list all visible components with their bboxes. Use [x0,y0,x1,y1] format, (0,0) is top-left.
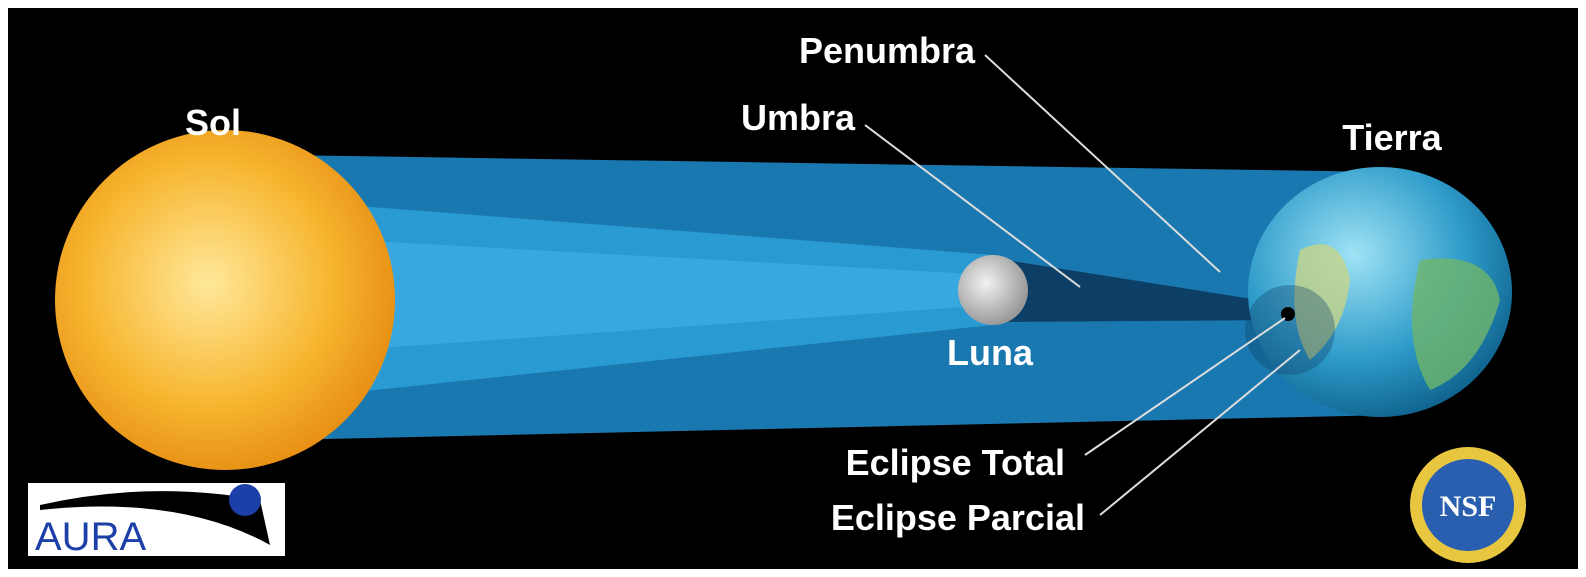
earth-land [1412,258,1500,390]
nsf-text: NSF [1440,490,1497,523]
moon [958,255,1028,325]
eclipse-partial-label: Eclipse Parcial [831,497,1085,538]
sun-label: Sol [185,102,241,143]
light-core [350,240,993,350]
sun [55,130,395,470]
aura-text: AURA [35,515,146,559]
umbra-cone [993,258,1290,322]
earth-label: Tierra [1342,117,1442,158]
leader-lines [864,54,1301,516]
earth-land [1294,244,1350,360]
umbra-label: Umbra [741,97,856,138]
moon-label: Luna [947,332,1034,373]
partial-shadow [1245,285,1335,375]
aura-logo: AURA [28,483,285,559]
penumbra-label: Penumbra [799,30,976,71]
eclipse-total-label: Eclipse Total [846,442,1065,483]
nsf-logo: NSF [1410,447,1526,563]
